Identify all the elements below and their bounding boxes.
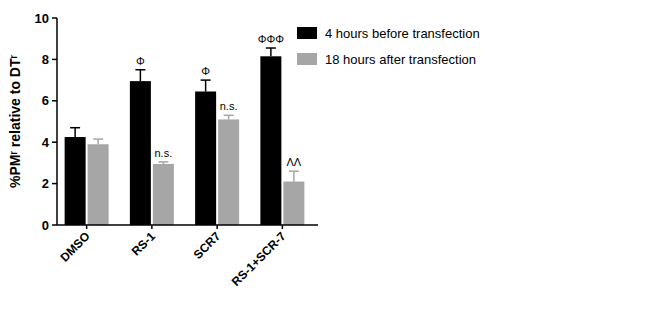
legend-label: 18 hours after transfection: [325, 52, 476, 67]
error-whisker: [293, 171, 295, 181]
annotation: n.s.: [220, 100, 238, 112]
x-tick: [216, 225, 218, 229]
x-axis: [57, 224, 318, 226]
annotation: Φ: [201, 65, 210, 77]
chart: ΦΦΦΦΦn.s.n.s.ΛΛ0246810DMSORS-1SCR7RS-1+S…: [0, 0, 645, 320]
y-axis: [56, 18, 58, 225]
error-cap: [93, 138, 103, 140]
x-tick-label: RS-1+SCR-7: [229, 229, 289, 289]
annotation: ΛΛ: [287, 156, 302, 168]
legend-swatch: [297, 53, 317, 65]
bar: [153, 164, 174, 225]
y-tick: [52, 17, 57, 19]
error-bar: [201, 80, 211, 91]
error-bar: [224, 115, 234, 119]
y-tick: [52, 183, 57, 185]
bar: [130, 81, 151, 225]
legend-swatch: [297, 27, 317, 39]
bar: [283, 182, 304, 225]
bar: [88, 144, 109, 225]
annotation: ΦΦΦ: [258, 33, 285, 45]
y-tick: [52, 59, 57, 61]
y-tick-label: 10: [35, 11, 49, 26]
error-cap: [70, 127, 80, 129]
bar: [260, 56, 281, 225]
error-cap: [224, 115, 234, 117]
error-bar: [93, 139, 103, 144]
x-tick-label: SCR7: [191, 229, 224, 262]
bar: [195, 91, 216, 225]
error-bar: [266, 48, 276, 56]
y-axis-label: %PMʳ relative to DTʳ: [7, 54, 23, 188]
y-tick-label: 6: [42, 93, 49, 108]
error-whisker: [74, 128, 76, 137]
annotation: n.s.: [155, 147, 173, 159]
bar: [65, 137, 86, 225]
error-cap: [201, 79, 211, 81]
x-tick: [151, 225, 153, 229]
x-tick-label: DMSO: [57, 229, 92, 264]
y-tick-label: 2: [42, 176, 49, 191]
error-whisker: [270, 48, 272, 56]
error-bar: [135, 70, 145, 81]
y-tick-label: 8: [42, 52, 49, 67]
y-tick-label: 0: [42, 218, 49, 233]
error-whisker: [97, 139, 99, 144]
error-whisker: [205, 80, 207, 91]
bars: [65, 48, 305, 225]
x-tick-label: RS-1: [129, 229, 158, 258]
y-tick: [52, 224, 57, 226]
annotation: Φ: [136, 55, 145, 67]
y-tick-label: 4: [42, 135, 50, 150]
error-bar: [70, 128, 80, 137]
error-cap: [158, 161, 168, 163]
error-whisker: [140, 70, 142, 81]
x-tick: [282, 225, 284, 229]
legend: 4 hours before transfection 18 hours afte…: [297, 26, 480, 67]
x-tick: [86, 225, 88, 229]
legend-label: 4 hours before transfection: [325, 26, 480, 41]
bar: [218, 119, 239, 225]
error-cap: [135, 69, 145, 71]
y-tick: [52, 141, 57, 143]
error-cap: [266, 47, 276, 49]
error-cap: [289, 170, 299, 172]
y-tick: [52, 100, 57, 102]
error-bar: [289, 171, 299, 181]
error-bar: [158, 162, 168, 164]
